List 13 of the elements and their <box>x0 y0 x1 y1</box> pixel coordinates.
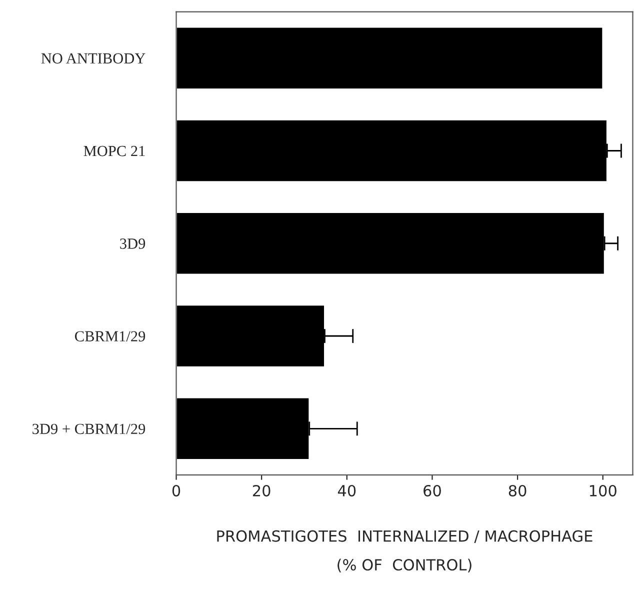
x-tick-label: 20 <box>252 484 270 496</box>
y-tick-label: NO ANTIBODY <box>41 53 146 64</box>
y-tick-label: 3D9 <box>120 238 146 249</box>
y-tick-label: CBRM1/29 <box>75 331 146 342</box>
bar <box>176 26 604 90</box>
y-tick-label: MOPC 21 <box>84 146 145 156</box>
x-tick-label: 80 <box>508 484 526 496</box>
x-tick-label: 100 <box>590 484 616 496</box>
x-axis-title: PROMASTIGOTES INTERNALIZED / MACROPHAGE (% OF CONTROL) <box>217 530 592 572</box>
x-tick-label: 40 <box>338 484 356 496</box>
x-tick-label: 0 <box>172 484 180 496</box>
y-tick-label: 3D9 + CBRM1/29 <box>32 424 146 434</box>
x-tick-label: 60 <box>424 484 441 496</box>
